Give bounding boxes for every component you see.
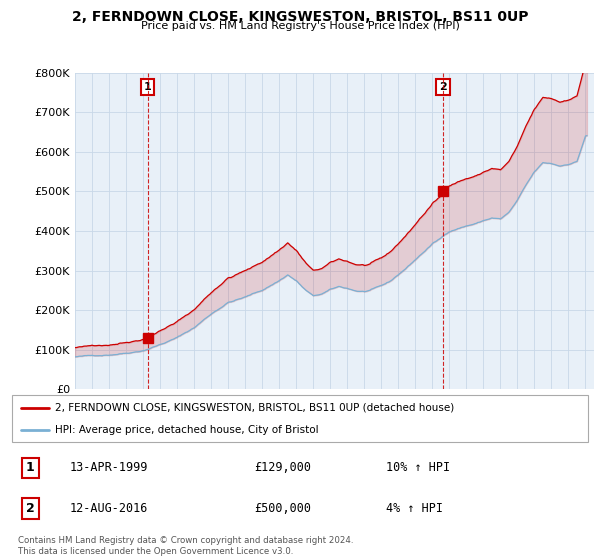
Text: 2: 2 (439, 82, 447, 92)
Text: 10% ↑ HPI: 10% ↑ HPI (386, 461, 451, 474)
Text: 2, FERNDOWN CLOSE, KINGSWESTON, BRISTOL, BS11 0UP (detached house): 2, FERNDOWN CLOSE, KINGSWESTON, BRISTOL,… (55, 403, 454, 413)
Text: £500,000: £500,000 (254, 502, 311, 515)
Text: £129,000: £129,000 (254, 461, 311, 474)
Text: 4% ↑ HPI: 4% ↑ HPI (386, 502, 443, 515)
Text: HPI: Average price, detached house, City of Bristol: HPI: Average price, detached house, City… (55, 424, 319, 435)
Text: 13-APR-1999: 13-APR-1999 (70, 461, 148, 474)
Text: 12-AUG-2016: 12-AUG-2016 (70, 502, 148, 515)
Text: Price paid vs. HM Land Registry's House Price Index (HPI): Price paid vs. HM Land Registry's House … (140, 21, 460, 31)
Text: 1: 1 (26, 461, 35, 474)
Text: 2, FERNDOWN CLOSE, KINGSWESTON, BRISTOL, BS11 0UP: 2, FERNDOWN CLOSE, KINGSWESTON, BRISTOL,… (72, 10, 528, 24)
FancyBboxPatch shape (12, 395, 588, 442)
Text: Contains HM Land Registry data © Crown copyright and database right 2024.
This d: Contains HM Land Registry data © Crown c… (18, 536, 353, 556)
Text: 1: 1 (144, 82, 152, 92)
Text: 2: 2 (26, 502, 35, 515)
